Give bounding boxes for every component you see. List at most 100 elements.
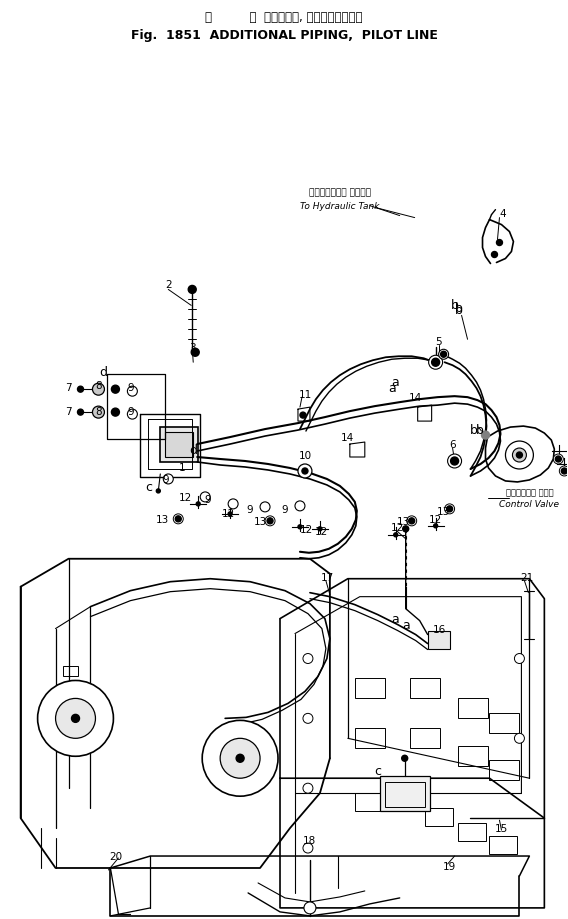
Text: 12: 12 [299,524,312,534]
Circle shape [93,384,105,396]
Bar [458,746,487,766]
Text: a: a [388,381,395,394]
Text: 2: 2 [165,280,172,290]
Text: 12: 12 [391,522,404,532]
Circle shape [303,843,313,853]
Text: 13: 13 [437,506,450,516]
Text: ハイドロリック タンクへ: ハイドロリック タンクへ [309,188,371,197]
Text: 12: 12 [178,493,192,503]
Circle shape [196,503,200,506]
Circle shape [407,516,417,527]
Circle shape [429,356,442,369]
Text: 9: 9 [127,382,133,392]
Bar [380,777,429,811]
Circle shape [77,387,83,392]
Circle shape [496,240,503,246]
Text: b: b [475,423,483,437]
Text: 13: 13 [156,515,169,524]
Text: 12: 12 [429,515,442,524]
Text: 9: 9 [282,505,289,515]
Bar [490,713,519,733]
Bar [458,698,487,719]
Circle shape [304,902,316,913]
Circle shape [176,516,181,522]
Text: Fig.  1851  ADDITIONAL PIPING,  PILOT LINE: Fig. 1851 ADDITIONAL PIPING, PILOT LINE [131,28,437,41]
Text: To Hydraulic Tank: To Hydraulic Tank [300,202,379,210]
Text: 18: 18 [303,835,316,845]
Circle shape [228,512,232,516]
Text: d: d [99,366,107,379]
Circle shape [553,455,563,464]
Text: 21: 21 [520,573,533,582]
Bar [428,630,450,649]
Text: 9: 9 [247,505,253,515]
Circle shape [559,467,568,476]
Text: 14: 14 [409,392,422,403]
Circle shape [163,474,173,484]
Text: 9: 9 [162,474,169,484]
Text: b: b [454,301,462,314]
Circle shape [191,349,199,357]
Bar [160,427,198,462]
Circle shape [441,352,446,357]
Circle shape [303,653,313,664]
Circle shape [188,286,196,294]
Circle shape [298,526,302,529]
Bar [355,679,385,698]
Text: c: c [374,764,381,777]
Circle shape [432,358,440,367]
Circle shape [403,527,409,532]
Text: 12: 12 [222,508,235,518]
Circle shape [37,681,114,756]
Circle shape [202,720,278,796]
Circle shape [200,493,210,503]
Circle shape [506,441,533,470]
Circle shape [236,754,244,763]
Text: 5: 5 [435,337,442,346]
Circle shape [72,715,80,722]
Text: 12: 12 [315,527,328,537]
Circle shape [318,528,322,531]
Circle shape [402,755,408,762]
Bar [410,679,440,698]
Text: c: c [145,481,152,494]
Text: b: b [470,423,478,437]
Text: 9: 9 [205,494,211,505]
Circle shape [561,469,567,474]
Circle shape [56,698,95,739]
Circle shape [295,502,305,511]
Circle shape [445,505,454,515]
Circle shape [448,455,462,469]
Circle shape [491,252,498,258]
Bar [425,809,453,826]
Text: 7: 7 [65,382,72,392]
Text: コントロール バルブ: コントロール バルブ [506,488,553,497]
Circle shape [228,499,238,509]
Bar [490,836,517,854]
Text: b: b [454,303,462,316]
Bar [385,782,425,807]
Circle shape [482,432,490,439]
Text: 17: 17 [321,573,335,582]
Text: 増          設  パイピング, パイロットライン: 増 設 パイピング, パイロットライン [205,11,363,24]
Circle shape [267,518,273,524]
Bar [490,760,519,780]
Bar [165,433,193,458]
Circle shape [450,458,458,466]
Circle shape [260,503,270,512]
Bar [62,667,77,676]
Text: a: a [402,618,410,631]
Circle shape [77,410,83,415]
Text: 15: 15 [495,823,508,834]
Circle shape [173,515,183,524]
Text: a: a [391,375,399,388]
Circle shape [303,783,313,793]
Text: 7: 7 [65,407,72,416]
Text: 1: 1 [179,462,186,472]
Bar [458,823,486,841]
Circle shape [300,413,306,419]
Text: 16: 16 [433,624,446,634]
Text: a: a [391,612,399,626]
Text: 14: 14 [341,433,354,443]
Circle shape [156,490,160,494]
